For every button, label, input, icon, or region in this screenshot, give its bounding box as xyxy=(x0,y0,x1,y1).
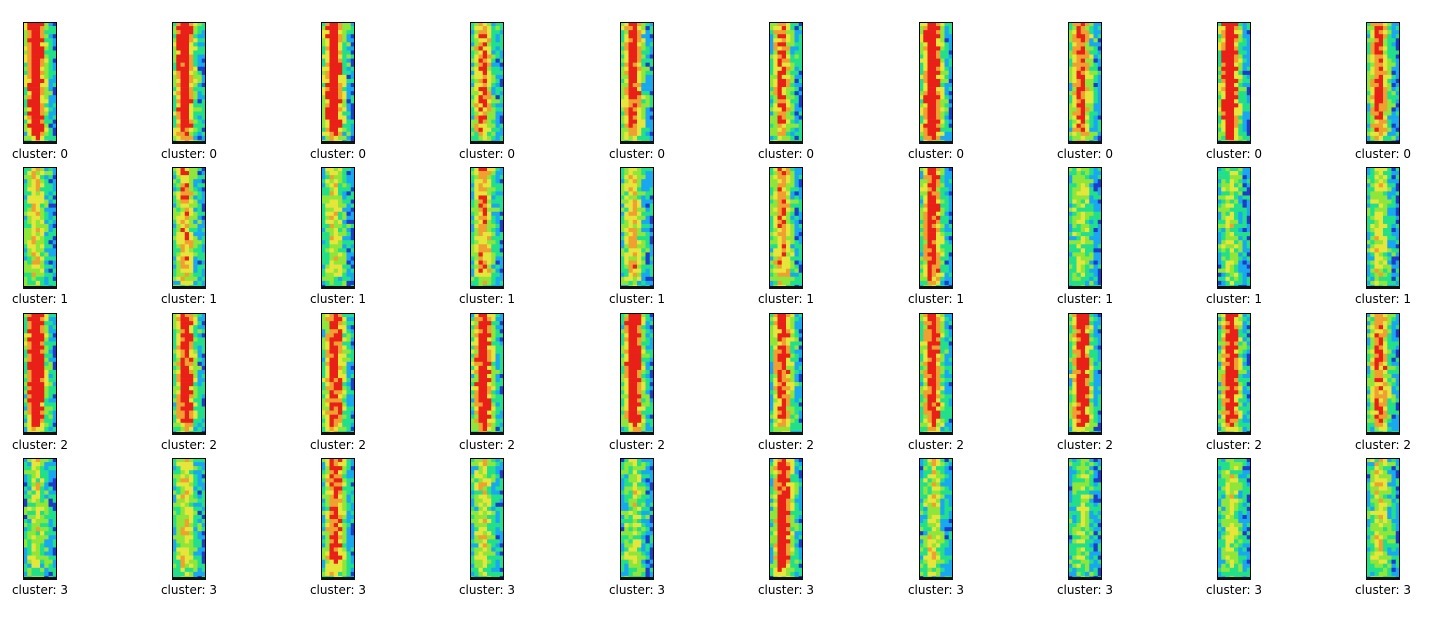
spectrogram-panel xyxy=(470,167,504,289)
cluster-label: cluster: 0 xyxy=(1354,147,1412,161)
cluster-label: cluster: 1 xyxy=(160,292,218,306)
cluster-label: cluster: 0 xyxy=(907,147,965,161)
spectrogram-panel xyxy=(172,22,206,144)
spectrogram-panel xyxy=(1068,22,1102,144)
spectrogram-panel xyxy=(620,313,654,435)
cluster-label: cluster: 2 xyxy=(309,438,367,452)
spectrogram-panel xyxy=(769,313,803,435)
spectrogram-panel xyxy=(1366,458,1400,580)
spectrogram-panel xyxy=(172,167,206,289)
spectrogram-panel xyxy=(23,167,57,289)
cluster-label: cluster: 0 xyxy=(1205,147,1263,161)
cluster-label: cluster: 3 xyxy=(160,583,218,597)
cluster-label: cluster: 3 xyxy=(1056,583,1114,597)
cluster-label: cluster: 2 xyxy=(160,438,218,452)
cluster-label: cluster: 3 xyxy=(757,583,815,597)
spectrogram-panel xyxy=(919,167,953,289)
spectrogram-panel xyxy=(919,313,953,435)
spectrogram-panel xyxy=(620,22,654,144)
spectrogram-panel xyxy=(620,458,654,580)
cluster-label: cluster: 1 xyxy=(1354,292,1412,306)
cluster-label: cluster: 2 xyxy=(11,438,69,452)
cluster-label: cluster: 1 xyxy=(11,292,69,306)
spectrogram-panel xyxy=(919,22,953,144)
cluster-label: cluster: 2 xyxy=(1205,438,1263,452)
cluster-label: cluster: 0 xyxy=(11,147,69,161)
cluster-label: cluster: 3 xyxy=(608,583,666,597)
cluster-label: cluster: 3 xyxy=(1354,583,1412,597)
spectrogram-panel xyxy=(470,458,504,580)
cluster-label: cluster: 0 xyxy=(160,147,218,161)
spectrogram-panel xyxy=(1217,313,1251,435)
spectrogram-panel xyxy=(769,22,803,144)
cluster-label: cluster: 1 xyxy=(608,292,666,306)
cluster-label: cluster: 0 xyxy=(1056,147,1114,161)
spectrogram-panel xyxy=(1217,167,1251,289)
cluster-label: cluster: 2 xyxy=(608,438,666,452)
cluster-label: cluster: 3 xyxy=(458,583,516,597)
cluster-label: cluster: 1 xyxy=(1056,292,1114,306)
spectrogram-panel xyxy=(1366,313,1400,435)
cluster-label: cluster: 0 xyxy=(608,147,666,161)
cluster-label: cluster: 2 xyxy=(907,438,965,452)
cluster-label: cluster: 1 xyxy=(907,292,965,306)
cluster-label: cluster: 2 xyxy=(458,438,516,452)
cluster-label: cluster: 1 xyxy=(757,292,815,306)
cluster-label: cluster: 3 xyxy=(1205,583,1263,597)
spectrogram-panel xyxy=(23,313,57,435)
spectrogram-panel xyxy=(769,167,803,289)
cluster-label: cluster: 3 xyxy=(11,583,69,597)
cluster-label: cluster: 1 xyxy=(458,292,516,306)
spectrogram-panel xyxy=(620,167,654,289)
cluster-label: cluster: 0 xyxy=(757,147,815,161)
spectrogram-panel xyxy=(1068,458,1102,580)
cluster-label: cluster: 0 xyxy=(309,147,367,161)
spectrogram-panel xyxy=(172,313,206,435)
spectrogram-panel xyxy=(321,458,355,580)
cluster-label: cluster: 2 xyxy=(757,438,815,452)
cluster-label: cluster: 2 xyxy=(1354,438,1412,452)
spectrogram-panel xyxy=(23,458,57,580)
spectrogram-panel xyxy=(470,22,504,144)
spectrogram-panel xyxy=(321,313,355,435)
spectrogram-panel xyxy=(1217,22,1251,144)
spectrogram-panel xyxy=(321,22,355,144)
cluster-label: cluster: 0 xyxy=(458,147,516,161)
cluster-label: cluster: 1 xyxy=(1205,292,1263,306)
spectrogram-panel xyxy=(919,458,953,580)
cluster-label: cluster: 3 xyxy=(907,583,965,597)
spectrogram-panel xyxy=(1366,167,1400,289)
spectrogram-panel xyxy=(172,458,206,580)
spectrogram-panel xyxy=(1217,458,1251,580)
spectrogram-panel xyxy=(1068,313,1102,435)
spectrogram-panel xyxy=(23,22,57,144)
spectrogram-panel xyxy=(1366,22,1400,144)
spectrogram-panel xyxy=(470,313,504,435)
spectrogram-panel xyxy=(321,167,355,289)
cluster-label: cluster: 3 xyxy=(309,583,367,597)
spectrogram-panel xyxy=(769,458,803,580)
cluster-label: cluster: 2 xyxy=(1056,438,1114,452)
cluster-label: cluster: 1 xyxy=(309,292,367,306)
spectrogram-panel xyxy=(1068,167,1102,289)
